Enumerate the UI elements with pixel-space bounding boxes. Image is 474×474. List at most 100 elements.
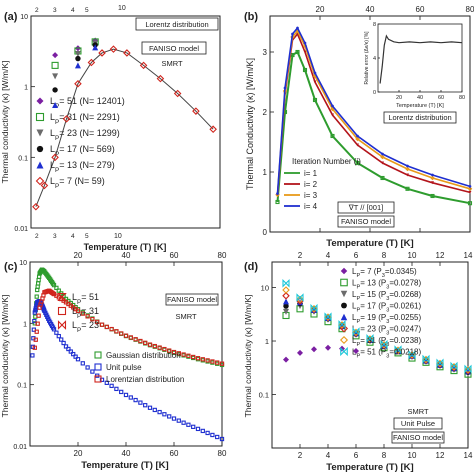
panel-d-legend-marker — [341, 302, 347, 309]
panel-b-ytick-label: 2 — [263, 108, 268, 117]
panel-d-legend-5: LP= 23 (P3=0.0247) — [352, 325, 421, 337]
panel-c-point — [36, 277, 41, 283]
panel-c-point — [109, 383, 114, 389]
panel-b-series-point — [295, 49, 300, 55]
panel-c-point — [171, 416, 177, 421]
panel-b-series-point — [406, 173, 409, 177]
panel-c-point — [181, 352, 186, 357]
panel-a-legend-3-rest: = 17 (N= 569) — [59, 144, 115, 154]
panel-d-point — [324, 313, 332, 321]
panel-a-legend-4-label: L — [50, 160, 55, 170]
panel-c-ytick-label: 0.1 — [17, 383, 27, 390]
panel-c-point — [205, 358, 210, 363]
panel-d-legend-7-rest2: =0.0218) — [389, 348, 421, 357]
panel-c-point — [157, 345, 162, 350]
panel-c-point — [152, 407, 157, 413]
panel-d-legend-1: LP= 13 (P3=0.0278) — [352, 279, 421, 291]
panel-a-ytick-label: 0.01 — [14, 226, 28, 233]
panel-b-xlabel: Temperature (T) [K] — [326, 238, 413, 249]
panel-d-point — [353, 348, 359, 355]
panel-a-bottom-tick-10: 10 — [114, 233, 122, 240]
panel-a-legend-5-label: L — [50, 176, 55, 186]
panel-d-top-tick-label: 4 — [326, 251, 331, 260]
panel-b-inset-xtick-label: 20 — [396, 95, 402, 101]
panel-c-point — [95, 319, 100, 325]
panel-b-series-point — [331, 104, 334, 108]
panel-c-bottom-tick-label: 80 — [218, 449, 227, 458]
panel-d-point — [282, 286, 290, 294]
panel-c-point — [54, 330, 59, 335]
panel-d-annot-faniso: FANISO model — [393, 433, 443, 442]
panel-d-point — [422, 355, 430, 364]
panel-b-series-line — [276, 26, 471, 194]
panel-b-label: (b) — [244, 11, 258, 23]
panel-c-point — [205, 430, 210, 436]
panel-d-legend-0-rest2: =0.0345) — [385, 267, 417, 276]
panel-d-point — [408, 350, 416, 359]
panel-c-lp-legend-0-label: L — [72, 292, 77, 302]
panel-c-point — [152, 343, 157, 349]
panel-c-point — [61, 294, 66, 299]
panel-d-annot-unitpulse-box — [393, 417, 443, 430]
panel-d-point — [366, 335, 374, 343]
panel-c-top-tick-label: 60 — [170, 251, 179, 260]
panel-c-label: (c) — [4, 261, 18, 273]
panel-c-point — [114, 329, 119, 334]
panel-b-series-point — [291, 32, 294, 36]
panel-c-legend-label: Unit pulse — [106, 363, 142, 372]
panel-d-bottom-tick-label: 6 — [354, 451, 359, 460]
panel-a-top-tick-10: 10 — [118, 5, 126, 12]
panel-d-legend-marker — [340, 278, 348, 287]
panel-c-point — [219, 361, 225, 366]
panel-d-legend-marker — [340, 313, 348, 321]
panel-b-series-point — [302, 67, 308, 73]
panel-d-top-tick-label: 10 — [408, 251, 417, 260]
panel-d-point — [464, 366, 472, 375]
panel-c-legend-marker — [94, 351, 102, 359]
panel-c-legend-label: Lorentzian distribution — [106, 375, 184, 384]
panel-c-legend-label: Gaussian distribution — [106, 351, 181, 360]
panel-a-legend-1: LP= 31 (N= 2291) — [50, 112, 120, 126]
panel-d-ytick-label: 10 — [261, 284, 269, 293]
panel-d-legend-5-rest: = 23 (P — [360, 325, 386, 334]
panel-b-series-point — [406, 164, 409, 168]
panel-a-envelope-line — [35, 48, 214, 207]
panel-c-point — [123, 333, 129, 338]
panel-c-point — [35, 287, 40, 293]
panel-d-legend-6-rest2: =0.0238) — [389, 336, 421, 345]
panel-d-legend-marker — [339, 335, 349, 345]
panel-a: (a) 2 3 4 5 10 2 3 4 5 10 10 1 0.1 0.01 Temperature (T)… — [0, 5, 221, 252]
panel-a-legend-1-label: L — [50, 112, 55, 122]
panel-c-point — [176, 351, 181, 356]
panel-a-point — [109, 45, 118, 53]
panel-d-point — [283, 298, 289, 305]
panel-c-point — [54, 285, 59, 291]
panel-d-point — [310, 303, 318, 313]
panel-b-legend-label: i= 2 — [304, 180, 318, 189]
panel-c-top-tick-label: 20 — [74, 251, 83, 260]
panel-a-legend-0-label: L — [50, 96, 55, 106]
panel-a-point — [123, 49, 131, 57]
panel-c-ytick-label: 0.01 — [13, 444, 27, 451]
panel-a-point — [51, 61, 59, 69]
panel-c-lp-legend-2-label: L — [72, 320, 77, 330]
panel-c-point — [99, 322, 105, 327]
panel-d-top-tick-label: 12 — [436, 251, 445, 260]
panel-c-point — [195, 356, 201, 361]
panel-c-point — [147, 405, 153, 410]
panel-c-point — [186, 422, 191, 427]
panel-d-bottom-tick-label: 12 — [436, 451, 445, 460]
panel-c-lp-legend-2-sub: P — [77, 327, 81, 334]
panel-d-point — [436, 358, 444, 368]
panel-c-point — [59, 337, 64, 342]
panel-b-series-point — [303, 41, 307, 45]
panel-d-point — [422, 354, 430, 364]
panel-d-legend-2: LP= 15 (P3=0.0268) — [352, 290, 421, 302]
panel-c-point — [66, 346, 71, 352]
panel-c-point — [51, 282, 57, 288]
panel-c-legend-marker — [94, 375, 102, 383]
panel-c-point — [215, 434, 220, 440]
panel-b-series-point — [355, 136, 360, 142]
panel-a-point — [52, 52, 59, 59]
panel-d-legend-6-sub: P — [356, 342, 360, 348]
